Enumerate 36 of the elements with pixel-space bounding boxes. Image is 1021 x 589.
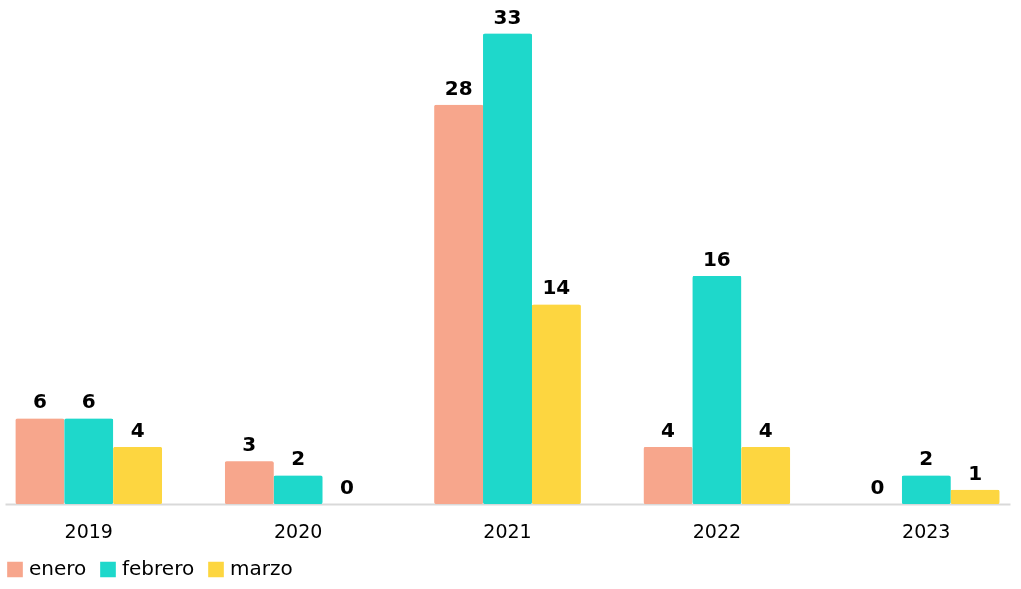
data-label: 4 — [661, 417, 675, 442]
bar — [113, 446, 163, 504]
legend-label: enero — [29, 556, 87, 581]
bar — [692, 275, 742, 504]
bar — [643, 446, 693, 504]
data-label: 16 — [702, 246, 731, 271]
bar — [273, 475, 323, 504]
bar — [64, 418, 114, 504]
data-label: 2 — [291, 446, 306, 471]
data-label: 0 — [340, 475, 354, 499]
bar — [434, 104, 484, 504]
data-label: 33 — [493, 4, 522, 29]
bar — [950, 489, 1000, 504]
data-label: 3 — [242, 432, 257, 457]
bar — [901, 475, 951, 504]
data-label: 6 — [81, 389, 96, 414]
data-label: 1 — [968, 460, 983, 485]
bar — [224, 461, 274, 504]
bar — [531, 304, 581, 504]
bar — [15, 418, 65, 504]
x-tick-label: 2022 — [692, 519, 742, 542]
data-label: 14 — [542, 275, 571, 300]
legend-label: febrero — [122, 556, 195, 581]
legend-label: marzo — [230, 556, 293, 581]
x-tick-label: 2019 — [64, 519, 113, 542]
data-label: 6 — [32, 389, 47, 414]
bar — [741, 446, 791, 504]
bar — [483, 33, 532, 504]
x-tick-label: 2020 — [273, 519, 323, 542]
data-label: 4 — [130, 417, 145, 442]
x-tick-label: 2023 — [902, 519, 951, 542]
data-label: 28 — [444, 75, 473, 100]
data-label: 0 — [870, 475, 885, 499]
data-label: 2 — [919, 446, 934, 471]
x-tick-label: 2021 — [483, 519, 532, 542]
data-label: 4 — [758, 417, 773, 442]
